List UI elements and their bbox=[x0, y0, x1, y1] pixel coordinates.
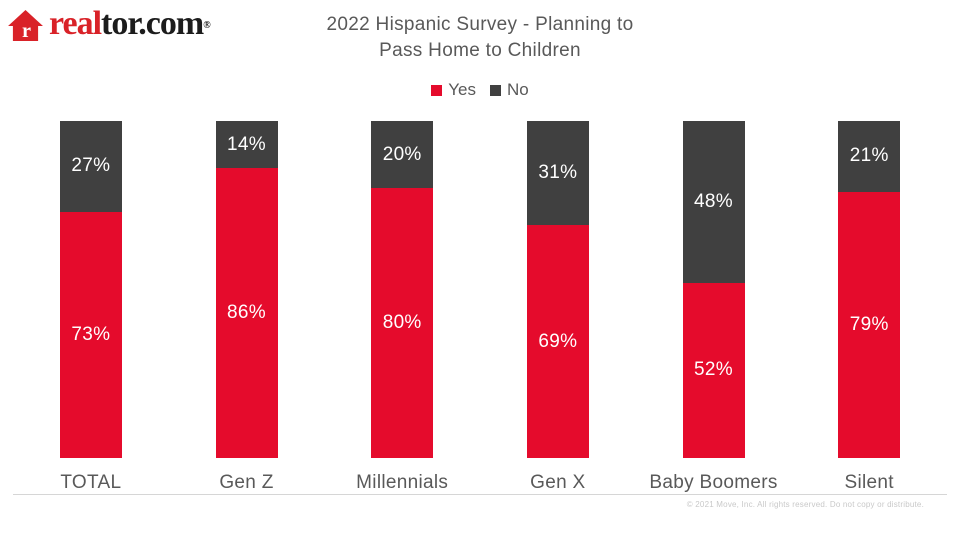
stacked-bar: 48% 52% bbox=[682, 121, 745, 458]
data-label-yes: 69% bbox=[538, 330, 578, 352]
bar-column: 48% 52% Baby Boomers bbox=[636, 121, 792, 494]
category-label: Gen X bbox=[530, 472, 586, 493]
bar-column: 31% 69% Gen X bbox=[480, 121, 636, 494]
bar-column: 20% 80% Millennials bbox=[324, 121, 480, 494]
stacked-bar: 31% 69% bbox=[526, 121, 589, 458]
logo-text-torcom: tor.com bbox=[101, 5, 204, 42]
segment-no: 20% bbox=[371, 121, 434, 189]
data-label-yes: 79% bbox=[849, 313, 889, 335]
legend-label-no: No bbox=[507, 80, 529, 99]
realtor-logo: r real tor.com ® bbox=[8, 6, 211, 44]
data-label-no: 27% bbox=[71, 155, 111, 177]
stacked-bar: 14% 86% bbox=[215, 121, 278, 458]
legend-swatch-no bbox=[490, 84, 501, 96]
segment-no: 21% bbox=[838, 121, 901, 192]
segment-yes: 86% bbox=[215, 168, 278, 458]
category-label: Silent bbox=[844, 472, 894, 493]
data-label-yes: 52% bbox=[694, 359, 733, 381]
segment-yes: 79% bbox=[838, 191, 901, 458]
data-label-no: 14% bbox=[227, 133, 266, 155]
bar-column: 27% 73% TOTAL bbox=[13, 121, 169, 494]
svg-text:r: r bbox=[22, 20, 31, 41]
segment-yes: 52% bbox=[682, 282, 745, 458]
segment-no: 48% bbox=[682, 121, 745, 283]
data-label-no: 48% bbox=[694, 190, 733, 212]
category-label: Millennials bbox=[356, 472, 449, 493]
data-label-no: 31% bbox=[538, 162, 578, 184]
data-label-yes: 86% bbox=[227, 302, 266, 324]
data-label-yes: 73% bbox=[71, 323, 111, 345]
chart-title-line2: Pass Home to Children bbox=[379, 40, 581, 61]
segment-no: 31% bbox=[526, 121, 589, 226]
legend-item-no: No bbox=[490, 80, 529, 100]
bar-column: 21% 79% Silent bbox=[791, 121, 947, 494]
category-label: Baby Boomers bbox=[649, 472, 778, 493]
segment-yes: 69% bbox=[526, 225, 589, 458]
house-icon: r bbox=[8, 10, 43, 41]
category-label: TOTAL bbox=[60, 472, 122, 493]
data-label-no: 21% bbox=[849, 145, 889, 167]
legend: Yes No bbox=[0, 80, 960, 100]
registered-trademark: ® bbox=[203, 20, 211, 31]
logo-text-real: real bbox=[49, 5, 102, 42]
stacked-bar: 27% 73% bbox=[59, 121, 122, 458]
data-label-no: 20% bbox=[382, 143, 422, 165]
segment-no: 14% bbox=[215, 121, 278, 169]
plot-area: 27% 73% TOTAL 14% 86% Gen Z 20% 80% Millennials 3… bbox=[13, 121, 947, 494]
x-axis-line bbox=[13, 494, 947, 495]
legend-label-yes: Yes bbox=[448, 80, 476, 99]
legend-swatch-yes bbox=[431, 84, 443, 96]
chart-title: 2022 Hispanic Survey - Planning to Pass … bbox=[0, 12, 960, 64]
segment-yes: 73% bbox=[59, 211, 122, 458]
segment-yes: 80% bbox=[371, 188, 434, 458]
copyright-watermark: © 2021 Move, Inc. All rights reserved. D… bbox=[686, 500, 924, 509]
stacked-bar: 21% 79% bbox=[838, 121, 901, 458]
chart-title-line1: 2022 Hispanic Survey - Planning to bbox=[326, 14, 634, 35]
category-label: Gen Z bbox=[219, 472, 274, 493]
bar-column: 14% 86% Gen Z bbox=[169, 121, 325, 494]
stacked-bar: 20% 80% bbox=[371, 121, 434, 458]
legend-item-yes: Yes bbox=[431, 80, 476, 100]
data-label-yes: 80% bbox=[382, 312, 422, 334]
segment-no: 27% bbox=[59, 121, 122, 212]
